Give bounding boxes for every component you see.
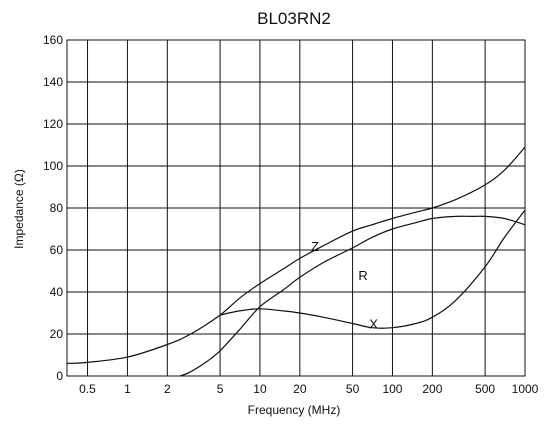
- series-z-line: [66, 146, 526, 364]
- y-tick-label: 60: [50, 243, 64, 257]
- x-tick-label: 50: [346, 382, 360, 396]
- x-tick-label: 10: [253, 382, 267, 396]
- curve-label-z: Z: [311, 239, 319, 254]
- series-r-line: [179, 215, 526, 377]
- curve-label-x: X: [369, 317, 378, 332]
- y-tick-label: 120: [43, 117, 63, 131]
- y-tick-labels: 0 20 40 60 80 100 120 140 160: [43, 33, 63, 383]
- curve-labels: Z R X: [311, 239, 378, 332]
- y-tick-label: 100: [43, 159, 63, 173]
- x-tick-label: 5: [217, 382, 224, 396]
- x-tick-label: 500: [475, 382, 495, 396]
- x-tick-label: 1000: [512, 382, 539, 396]
- y-tick-label: 140: [43, 75, 63, 89]
- y-tick-label: 0: [56, 369, 63, 383]
- curve-label-r: R: [358, 268, 367, 283]
- plot-frame: [66, 39, 526, 377]
- chart-title: BL03RN2: [257, 9, 331, 28]
- y-tick-label: 20: [50, 327, 64, 341]
- series-curves: [66, 146, 526, 377]
- x-tick-label: 1: [124, 382, 131, 396]
- series-x-line: [219, 209, 526, 329]
- y-tick-label: 160: [43, 33, 63, 47]
- x-tick-label: 2: [164, 382, 171, 396]
- y-axis-label: Impedance (Ω): [12, 169, 26, 249]
- x-tick-label: 20: [293, 382, 307, 396]
- grid: [67, 39, 526, 377]
- x-axis-label: Frequency (MHz): [248, 403, 341, 417]
- x-tick-label: 100: [382, 382, 402, 396]
- x-tick-label: 0.5: [79, 382, 96, 396]
- x-tick-labels: 0.5 1 2 5 10 20 50 100 200 500 1000: [79, 382, 538, 396]
- y-tick-label: 80: [50, 201, 64, 215]
- x-tick-label: 200: [422, 382, 442, 396]
- y-tick-label: 40: [50, 285, 64, 299]
